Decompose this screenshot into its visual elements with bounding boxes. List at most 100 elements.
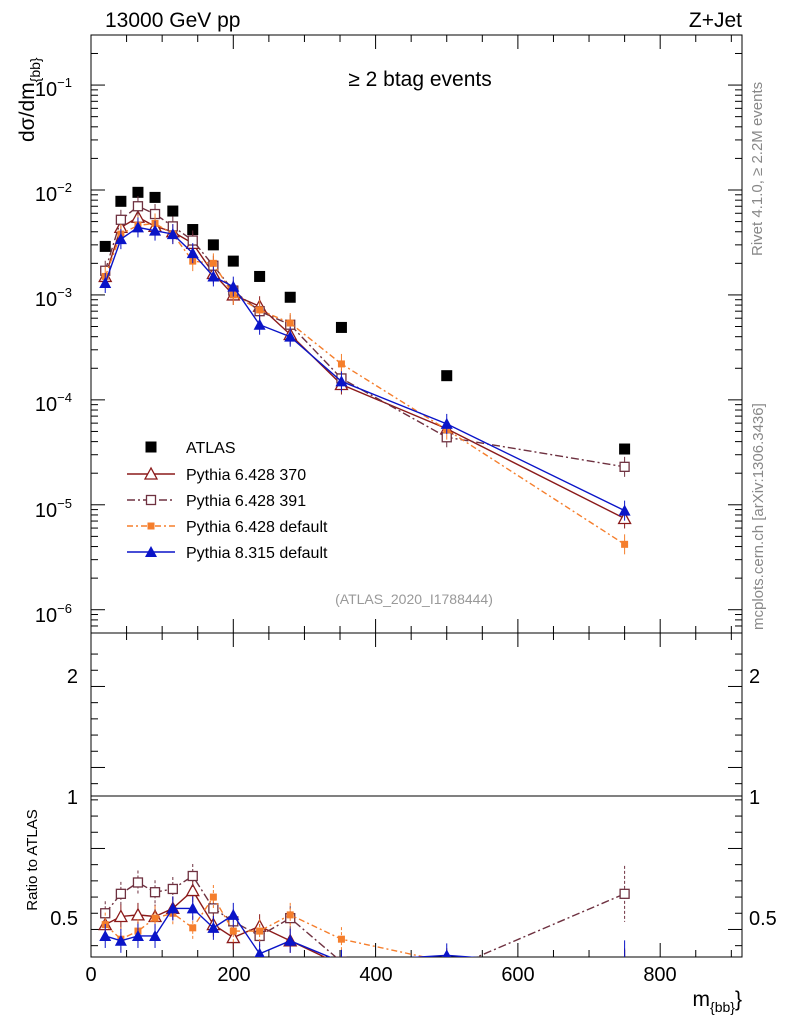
main-point-pythia-8-315-default — [618, 504, 631, 516]
ratio-point-pythia-6-428-391 — [149, 887, 161, 898]
y-tick-label-3: 10−3 — [35, 285, 72, 311]
ratio-point-pythia-6-428-default — [209, 893, 217, 901]
x-axis-label: m{bb}} — [693, 988, 742, 1015]
ratio-point-pythia-8-315-default — [254, 947, 265, 957]
ratio-y-tick-labels: 2 1 0.5 2 1 0.5 — [50, 666, 777, 930]
main-point-pythia-8-315-default — [114, 233, 127, 245]
ratio-tick-1-left: 1 — [67, 787, 78, 809]
main-point-atlas — [284, 291, 296, 303]
main-point-pythia-8-315-default — [335, 375, 348, 387]
main-point-pythia-8-315-default — [440, 417, 453, 429]
main-point-pythia-6-428-391 — [619, 461, 630, 472]
ratio-line-pythia-6-428-391 — [104, 875, 625, 957]
ratio-point-pythia-6-428-391 — [208, 903, 219, 914]
main-point-atlas — [149, 191, 161, 203]
ratio-point-pythia-6-428-default — [286, 911, 294, 919]
ratio-point-pythia-6-428-default — [337, 935, 345, 943]
legend-marker-pythia-6-428-default — [147, 522, 155, 530]
legend-marker-pythia-6-428-370 — [143, 466, 159, 480]
legend-label-p6-370: Pythia 6.428 370 — [186, 467, 306, 484]
ratio-point-pythia-8-315-default — [114, 934, 127, 946]
ratio-tick-1-right: 1 — [749, 787, 760, 809]
ratio-point-pythia-6-428-default — [443, 958, 450, 965]
ratio-point-pythia-6-428-default — [256, 927, 264, 935]
y-tick-label-6: 10−6 — [35, 601, 72, 627]
main-line-pythia-6-428-391 — [104, 205, 625, 468]
ratio-point-pythia-8-315-default — [619, 962, 631, 973]
y-tick-label-5: 10−5 — [35, 496, 72, 522]
main-line-pythia-8-315-default — [104, 226, 625, 512]
main-axis-ticks — [90, 35, 742, 634]
ratio-point-pythia-6-428-391 — [442, 965, 451, 974]
ratio-point-pythia-8-315-default — [284, 934, 297, 946]
main-point-pythia-6-428-391 — [132, 201, 144, 212]
ratio-point-pythia-6-428-391 — [132, 877, 144, 888]
ratio-point-pythia-8-315-default — [340, 955, 343, 957]
legend-marker-pythia-6-428-391 — [145, 494, 157, 506]
legend-label-p6-391: Pythia 6.428 391 — [186, 493, 306, 510]
main-point-pythia-8-315-default — [149, 224, 162, 236]
y-tick-label-1: 10−1 — [35, 75, 72, 101]
ratio-y-axis-label: Ratio to ATLAS — [24, 809, 41, 910]
ratio-point-pythia-6-428-391 — [336, 956, 347, 957]
x-tick-labels: 0 200 400 600 800 — [85, 964, 676, 986]
ratio-point-pythia-6-428-370 — [335, 959, 347, 970]
ratio-point-pythia-6-428-370 — [130, 907, 146, 921]
main-point-pythia-6-428-default — [286, 319, 294, 327]
ratio-point-pythia-6-428-default — [189, 924, 197, 932]
main-point-pythia-8-315-default — [227, 280, 240, 292]
ratio-axis-ticks — [90, 633, 742, 957]
legend: ATLAS Pythia 6.428 370 Pythia 6.428 391 … — [127, 440, 328, 562]
y-tick-label-2: 10−2 — [35, 180, 72, 206]
x-tick-label-400: 400 — [359, 964, 392, 986]
main-point-pythia-6-428-default — [621, 540, 629, 548]
selection-annotation: ≥ 2 btag events — [348, 68, 491, 91]
ratio-point-pythia-8-315-default — [149, 929, 162, 941]
main-point-pythia-6-428-default — [256, 306, 264, 314]
main-line-pythia-6-428-default — [104, 222, 625, 545]
x-tick-label-0: 0 — [85, 964, 96, 986]
main-point-atlas — [335, 321, 347, 333]
main-point-atlas — [167, 205, 179, 217]
ratio-point-pythia-6-428-370 — [619, 970, 631, 981]
ratio-point-pythia-8-315-default — [207, 921, 220, 933]
main-point-atlas — [254, 270, 266, 282]
legend-label-atlas: ATLAS — [186, 440, 236, 457]
main-point-pythia-6-428-391 — [115, 214, 127, 225]
header-left-title: 13000 GeV pp — [105, 9, 240, 32]
ratio-point-pythia-8-315-default — [99, 929, 112, 941]
ratio-point-pythia-6-428-370 — [185, 883, 200, 897]
ratio-point-pythia-6-428-391 — [619, 888, 630, 899]
main-point-pythia-8-315-default — [131, 221, 144, 233]
main-point-pythia-8-315-default — [99, 276, 112, 288]
ratio-point-pythia-8-315-default — [186, 902, 199, 914]
ratio-point-pythia-6-428-391 — [167, 883, 178, 895]
legend-label-p6-default: Pythia 6.428 default — [186, 519, 328, 536]
ratio-line-pythia-8-315-default — [105, 907, 479, 957]
legend-marker-pythia-8-315-default — [145, 546, 157, 557]
main-point-atlas — [619, 443, 631, 455]
main-point-atlas — [132, 186, 144, 198]
ratio-point-pythia-6-428-391 — [115, 888, 127, 899]
main-point-atlas — [207, 239, 219, 251]
ratio-point-pythia-6-428-default — [229, 927, 237, 935]
ratio-point-pythia-8-315-default — [442, 949, 451, 957]
ratio-point-pythia-8-315-default — [166, 902, 179, 914]
mcplots-info: mcplots.cern.ch [arXiv:1306.3436] — [750, 403, 767, 630]
svg-text:dσ/dm{bb}: dσ/dm{bb} — [16, 57, 43, 142]
ratio-tick-05-left: 0.5 — [50, 908, 78, 930]
main-point-atlas — [227, 255, 239, 267]
rivet-info: Rivet 4.1.0, ≥ 2.2M events — [749, 82, 766, 256]
main-point-pythia-8-315-default — [166, 228, 179, 240]
y-tick-label-4: 10−4 — [35, 390, 72, 416]
main-point-atlas — [99, 240, 111, 252]
main-point-pythia-8-315-default — [186, 247, 199, 259]
main-point-pythia-8-315-default — [207, 270, 220, 282]
ratio-point-pythia-8-315-default — [131, 929, 144, 941]
x-tick-label-200: 200 — [217, 964, 250, 986]
ratio-tick-05-right: 0.5 — [749, 908, 777, 930]
ratio-tick-2-left: 2 — [67, 666, 78, 688]
legend-marker-atlas — [145, 441, 157, 453]
main-plot-frame — [90, 34, 743, 634]
